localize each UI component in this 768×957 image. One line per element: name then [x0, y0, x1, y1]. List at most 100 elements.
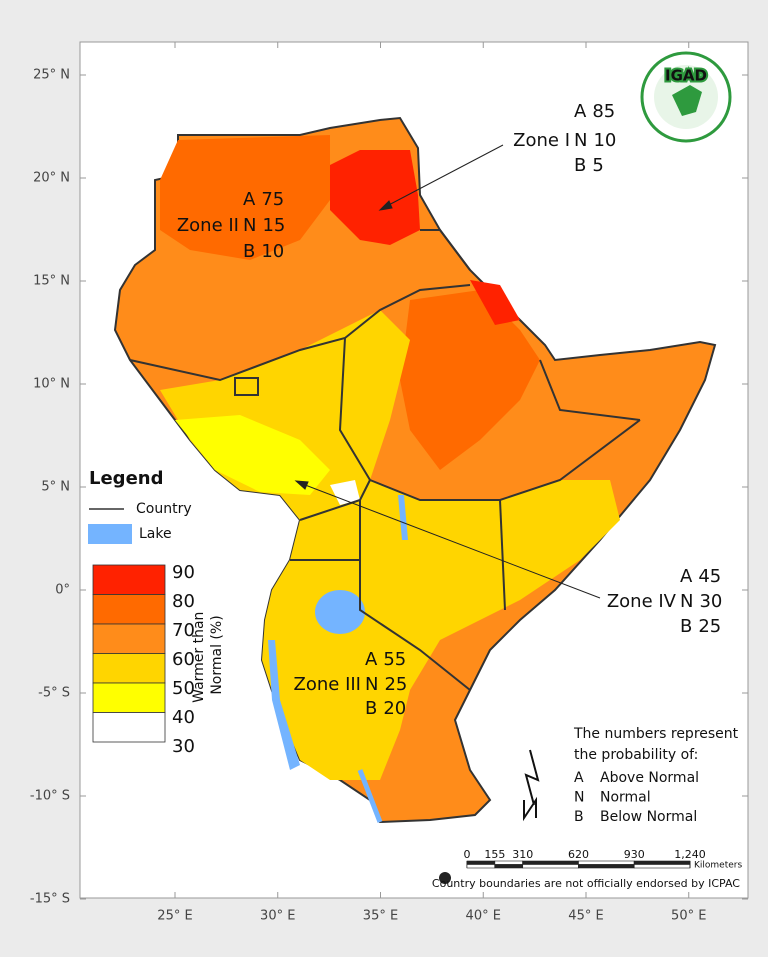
arrows [294, 144, 601, 599]
zone-value: 25 [698, 616, 721, 637]
color-scale: 90 80 70 60 50 40 30 [92, 562, 195, 757]
zone-arrow [382, 144, 504, 209]
zone-line: A 75 [243, 189, 284, 210]
scale-swatch [92, 653, 166, 684]
north-arrow [523, 749, 540, 822]
scale-tick-label: 310 [512, 848, 533, 861]
note-text: Above Normal [600, 770, 699, 786]
zone-line: N 10 [574, 130, 616, 151]
legend-lake: Lake [139, 526, 172, 542]
lake-malawi [357, 769, 383, 823]
lat-label: 25° N [33, 68, 70, 83]
scale-swatch [92, 623, 166, 654]
zone-line: B 25 [680, 616, 721, 637]
lat-label: 15° N [33, 274, 70, 289]
zone-value: 30 [699, 591, 722, 612]
arrow-head [378, 200, 393, 211]
zone-value: 55 [383, 649, 406, 670]
scale-segment [578, 860, 635, 865]
zone-name: Zone III [294, 674, 361, 695]
scale-swatch [92, 564, 166, 595]
zone-name: Zone II [177, 215, 239, 236]
zone-key: B [365, 698, 377, 719]
region-dark-orange [160, 135, 330, 260]
zone-key: B [574, 155, 586, 176]
zone-value: 5 [592, 155, 603, 176]
scale-break: 70 [172, 620, 195, 641]
country-borders [129, 229, 641, 691]
scale-segment [494, 860, 524, 865]
zone-key: A [680, 566, 693, 587]
scale-swatch [92, 712, 166, 743]
scale-segment [522, 864, 579, 869]
lon-label: 30° E [260, 909, 295, 924]
scale-title-line: Normal (%) [209, 615, 225, 694]
zone-line: N 25 [365, 674, 407, 695]
zone-key: B [680, 616, 692, 637]
zone-line: N 30 [680, 591, 722, 612]
zone-arrow [299, 482, 601, 599]
zone-value: 20 [383, 698, 406, 719]
graticule: 25° N 20° N 15° N 10° N 5° N 0° -5° S -10° S -15… [30, 42, 748, 924]
zone-key: N [243, 215, 256, 236]
legend: Legend Country Lake 90 80 70 60 50 40 30 Warme… [88, 468, 225, 757]
scale-break: 50 [172, 678, 195, 699]
logo-africa [672, 85, 702, 116]
scale-break: 40 [172, 707, 195, 728]
north-arrow-n [523, 796, 537, 822]
note-key: B [574, 809, 584, 825]
zone-line: N 15 [243, 215, 285, 236]
zone-value: 85 [592, 101, 615, 122]
lat-label: 10° N [33, 377, 70, 392]
zone-value: 45 [698, 566, 721, 587]
zone-key: N [574, 130, 587, 151]
scale-segment [633, 864, 691, 869]
scale-tick-label: 1,240 [674, 848, 706, 861]
disclaimer: Country boundaries are not officially en… [432, 877, 740, 890]
north-arrow-shape [524, 749, 540, 806]
lon-label: 45° E [568, 909, 603, 924]
lake-tanganyika [268, 640, 300, 770]
notes-title: The numbers represent [573, 726, 739, 742]
scale-unit: Kilometers [694, 861, 742, 871]
scale-segment [466, 860, 496, 865]
region-bright-yellow [175, 415, 330, 495]
scale-swatch [92, 682, 166, 713]
notes: The numbers represent the probability of… [573, 726, 739, 825]
arrow-head [294, 480, 309, 490]
lon-label: 35° E [363, 909, 398, 924]
logo: IGAD [640, 51, 732, 143]
lon-label: 25° E [157, 909, 192, 924]
zone-name: Zone I [513, 130, 570, 151]
scale-swatch [92, 594, 166, 625]
logo-text: IGAD [665, 67, 707, 85]
lon-label: 50° E [671, 909, 706, 924]
zone-key: A [243, 189, 256, 210]
scale-tick-label: 155 [484, 848, 505, 861]
zone-key: N [680, 591, 693, 612]
scale-break: 30 [172, 736, 195, 757]
lat-label: -10° S [30, 789, 70, 804]
zone-line: B 10 [243, 241, 284, 262]
legend-title: Legend [89, 468, 163, 489]
scale-title-line: Warmer than [191, 612, 207, 703]
zone-name: Zone IV [607, 591, 677, 612]
scale-segment [494, 864, 524, 869]
lat-label: 20° N [33, 171, 70, 186]
zone-line: A 45 [680, 566, 721, 587]
lat-label: -5° S [38, 686, 70, 701]
zone-key: N [365, 674, 378, 695]
lake-victoria [315, 590, 365, 634]
note-text: Below Normal [600, 809, 697, 825]
region-dark-orange [400, 290, 540, 470]
scale-tick-label: 930 [624, 848, 645, 861]
zone-value: 15 [262, 215, 285, 236]
scale-segment [466, 864, 496, 869]
zone-value: 75 [261, 189, 284, 210]
scale-break: 80 [172, 591, 195, 612]
